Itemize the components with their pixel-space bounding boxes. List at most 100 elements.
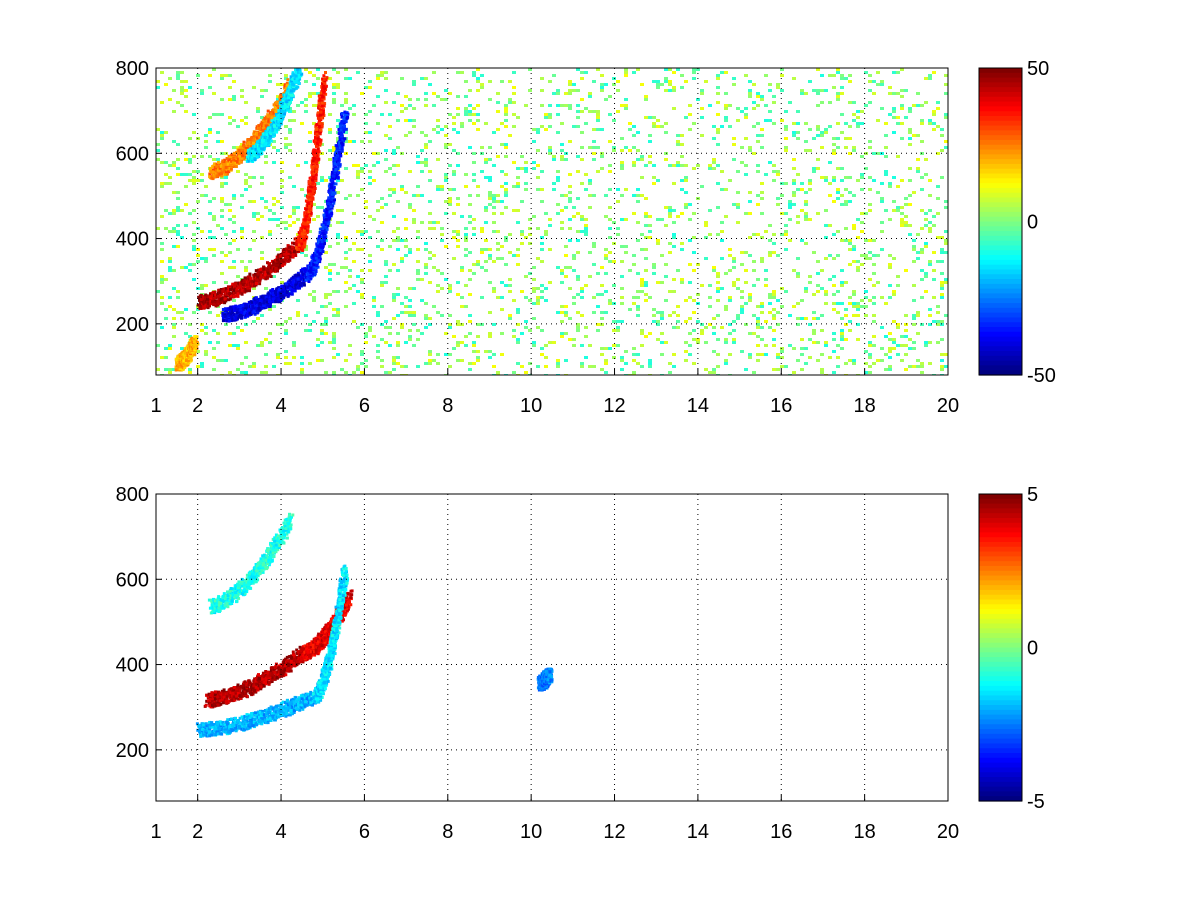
noise-cell bbox=[460, 323, 464, 326]
noise-cell bbox=[172, 308, 176, 311]
noise-cell bbox=[936, 323, 940, 326]
noise-cell bbox=[240, 329, 244, 332]
noise-cell bbox=[856, 125, 860, 128]
noise-cell bbox=[516, 362, 520, 365]
noise-cell bbox=[928, 362, 932, 365]
noise-cell bbox=[580, 131, 584, 134]
noise-cell bbox=[868, 299, 872, 302]
noise-cell bbox=[428, 170, 432, 173]
heatmap-cell bbox=[265, 297, 269, 301]
noise-cell bbox=[900, 122, 904, 125]
noise-cell bbox=[292, 341, 296, 344]
noise-cell bbox=[424, 272, 428, 275]
noise-cell bbox=[764, 344, 768, 347]
noise-cell bbox=[720, 188, 724, 191]
heatmap-cell bbox=[233, 305, 236, 309]
noise-cell bbox=[476, 113, 480, 116]
noise-cell bbox=[344, 266, 348, 269]
noise-cell bbox=[312, 290, 316, 293]
noise-cell bbox=[712, 350, 716, 353]
heatmap-cell bbox=[291, 241, 294, 245]
noise-cell bbox=[232, 344, 236, 347]
noise-cell bbox=[884, 173, 888, 176]
heatmap-cell bbox=[286, 255, 290, 259]
noise-cell bbox=[216, 359, 220, 362]
heatmap-cell bbox=[299, 283, 303, 287]
noise-cell bbox=[720, 125, 724, 128]
noise-cell bbox=[160, 161, 164, 164]
heatmap-cell bbox=[314, 172, 318, 176]
noise-cell bbox=[568, 191, 572, 194]
noise-cell bbox=[172, 212, 176, 215]
noise-cell bbox=[360, 188, 364, 191]
noise-cell bbox=[172, 287, 176, 290]
noise-cell bbox=[168, 266, 172, 269]
noise-cell bbox=[772, 314, 776, 317]
noise-cell bbox=[408, 98, 412, 101]
noise-cell bbox=[768, 326, 772, 329]
noise-cell bbox=[432, 221, 436, 224]
noise-cell bbox=[436, 119, 440, 122]
heatmap-cell bbox=[262, 296, 266, 300]
noise-cell bbox=[576, 125, 580, 128]
noise-cell bbox=[692, 362, 696, 365]
heatmap-cell bbox=[322, 89, 326, 93]
heatmap-cell bbox=[306, 229, 310, 233]
noise-cell bbox=[188, 212, 192, 215]
noise-cell bbox=[788, 218, 792, 221]
heatmap-cell bbox=[249, 303, 253, 307]
noise-cell bbox=[304, 254, 308, 257]
noise-cell bbox=[532, 161, 536, 164]
noise-cell bbox=[512, 299, 516, 302]
heatmap-top-cells bbox=[156, 68, 948, 375]
noise-cell bbox=[864, 254, 868, 257]
noise-cell bbox=[244, 182, 248, 185]
noise-cell bbox=[444, 245, 448, 248]
noise-cell bbox=[584, 188, 588, 191]
noise-cell bbox=[524, 104, 528, 107]
noise-cell bbox=[500, 245, 504, 248]
noise-cell bbox=[756, 323, 760, 326]
noise-cell bbox=[504, 182, 508, 185]
noise-cell bbox=[812, 341, 816, 344]
noise-cell bbox=[856, 305, 860, 308]
noise-cell bbox=[816, 89, 820, 92]
noise-cell bbox=[560, 149, 564, 152]
noise-cell bbox=[940, 293, 944, 296]
noise-cell bbox=[344, 77, 348, 80]
noise-cell bbox=[448, 365, 452, 368]
noise-cell bbox=[904, 89, 908, 92]
noise-cell bbox=[232, 260, 236, 263]
noise-cell bbox=[200, 194, 204, 197]
noise-cell bbox=[940, 368, 944, 371]
noise-cell bbox=[204, 284, 208, 287]
noise-cell bbox=[680, 248, 684, 251]
noise-cell bbox=[280, 221, 284, 224]
heatmap-cell bbox=[218, 290, 222, 294]
noise-cell bbox=[380, 248, 384, 251]
noise-cell bbox=[604, 83, 608, 86]
noise-cell bbox=[940, 320, 944, 323]
noise-cell bbox=[716, 164, 720, 167]
noise-cell bbox=[704, 257, 708, 260]
noise-cell bbox=[440, 272, 444, 275]
noise-cell bbox=[588, 179, 592, 182]
noise-cell bbox=[296, 206, 300, 209]
noise-cell bbox=[868, 80, 872, 83]
noise-cell bbox=[420, 278, 424, 281]
noise-cell bbox=[268, 308, 272, 311]
noise-cell bbox=[600, 317, 604, 320]
noise-cell bbox=[420, 77, 424, 80]
noise-cell bbox=[244, 323, 248, 326]
noise-cell bbox=[400, 302, 404, 305]
noise-cell bbox=[332, 308, 336, 311]
noise-cell bbox=[940, 251, 944, 254]
noise-cell bbox=[328, 263, 332, 266]
heatmap-cell bbox=[266, 261, 269, 265]
noise-cell bbox=[412, 125, 416, 128]
noise-cell bbox=[592, 152, 596, 155]
noise-cell bbox=[756, 164, 760, 167]
heatmap-cell bbox=[209, 300, 213, 303]
noise-cell bbox=[640, 194, 644, 197]
heatmap-cell bbox=[240, 310, 244, 314]
